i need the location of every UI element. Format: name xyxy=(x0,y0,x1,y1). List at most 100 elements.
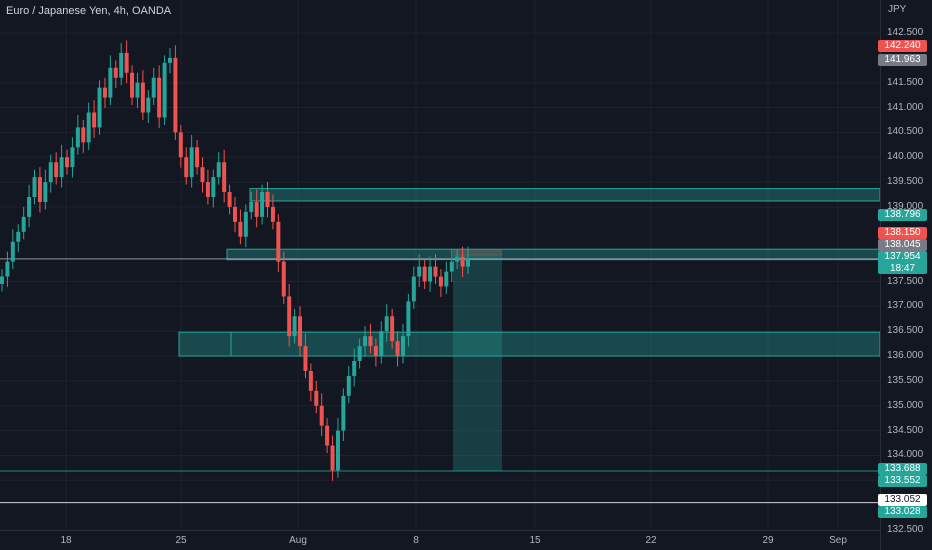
candle-body xyxy=(119,52,124,78)
candle-body xyxy=(97,87,102,128)
candle-body xyxy=(200,167,205,183)
candle-body xyxy=(135,82,140,98)
price-tag-value: 138.796 xyxy=(884,209,921,220)
price-tick-label: 132.500 xyxy=(887,524,924,535)
candle-body xyxy=(357,346,362,362)
candle-body xyxy=(184,157,189,178)
price-tag[interactable]: 141.963 xyxy=(878,54,927,66)
price-tag-value: 133.052 xyxy=(884,494,921,505)
price-axis-unit: JPY xyxy=(888,4,907,15)
price-tag[interactable]: 137.954 18:47 xyxy=(878,251,927,274)
candle-body xyxy=(195,147,200,168)
price-tag[interactable]: 142.240 xyxy=(878,40,927,52)
candle-body xyxy=(243,211,248,237)
price-chart[interactable] xyxy=(0,0,880,530)
candle-body xyxy=(270,206,275,222)
candle-body xyxy=(281,261,286,297)
supply-zone-upper xyxy=(249,188,880,202)
candle-body xyxy=(298,316,303,347)
candle-body xyxy=(249,201,254,212)
demand-zone xyxy=(178,331,880,357)
price-tag-value: 138.150 xyxy=(884,227,921,238)
candle-body xyxy=(108,67,113,98)
candle-body xyxy=(227,192,232,207)
price-tag[interactable]: 133.688 xyxy=(878,463,927,475)
candle-body xyxy=(368,336,373,347)
candle-body xyxy=(222,162,227,193)
price-axis[interactable]: JPY 142.500 141.500 141.000 140.500 140.000 1… xyxy=(878,0,932,550)
price-tag-value: 138.045 xyxy=(884,239,921,250)
candle-body xyxy=(5,261,10,277)
price-tick-label: 141.500 xyxy=(887,76,924,88)
candle-body xyxy=(233,206,237,222)
time-tick-label: 25 xyxy=(175,535,187,546)
price-tag[interactable]: 133.028 xyxy=(878,506,927,518)
candle-body xyxy=(384,316,389,332)
price-tag-value: 133.552 xyxy=(884,475,921,486)
candle-body xyxy=(130,72,135,98)
candle-body xyxy=(43,182,48,202)
candle-body xyxy=(27,197,32,217)
price-tick-label: 137.500 xyxy=(887,275,924,287)
candle-body xyxy=(352,361,357,376)
candle-body xyxy=(124,52,129,73)
price-tag-value: 133.028 xyxy=(884,506,921,517)
price-tag-value: 141.963 xyxy=(884,54,921,65)
candle-body xyxy=(59,157,64,178)
candle-body xyxy=(319,405,324,426)
price-tick-label: 140.000 xyxy=(887,151,924,163)
time-tick-label: 18 xyxy=(60,535,72,546)
candle-body xyxy=(157,77,162,118)
time-axis[interactable]: 18 25 Aug 8 15 22 29 Sep xyxy=(0,530,880,550)
price-tag[interactable]: 138.796 xyxy=(878,209,927,221)
price-tick-label: 139.500 xyxy=(887,176,924,188)
symbol-title[interactable]: Euro / Japanese Yen, 4h, OANDA xyxy=(6,5,172,17)
candle-body xyxy=(151,77,156,98)
candle-body xyxy=(167,57,172,63)
candle-body xyxy=(433,266,438,277)
candle-body xyxy=(37,177,42,202)
plot-area[interactable]: Euro / Japanese Yen, 4h, OANDA xyxy=(0,0,880,530)
price-tick-label: 140.500 xyxy=(887,126,924,138)
candle-body xyxy=(341,395,346,431)
candle-body xyxy=(75,127,80,148)
candle-body xyxy=(438,276,443,287)
price-tag-value: 142.240 xyxy=(884,40,921,51)
candle-body xyxy=(32,177,37,198)
candle-body xyxy=(162,62,167,118)
candle-body xyxy=(86,112,91,143)
candle-body xyxy=(466,259,470,267)
candle-body xyxy=(325,425,330,446)
time-tick-label: 15 xyxy=(529,535,541,546)
candle-body xyxy=(422,266,427,282)
candle-body xyxy=(363,336,368,347)
candle-body xyxy=(54,162,59,178)
candle-body xyxy=(335,430,340,471)
candle-body xyxy=(0,276,4,284)
time-tick-label: 8 xyxy=(413,535,419,546)
price-tag[interactable]: 138.150 xyxy=(878,227,927,239)
candle-body xyxy=(70,147,75,168)
price-tick-label: 137.000 xyxy=(887,300,924,312)
position-stop-box xyxy=(453,249,502,256)
time-tick-label: 22 xyxy=(645,535,657,546)
candle-body xyxy=(189,147,194,178)
price-tag[interactable]: 138.045 xyxy=(878,239,927,251)
candle-body xyxy=(205,182,210,198)
price-tick-label: 134.500 xyxy=(887,424,924,436)
price-tick-label: 136.500 xyxy=(887,325,924,337)
candle-body xyxy=(92,112,97,128)
price-tick-label: 142.500 xyxy=(887,27,924,38)
time-tick-label: Aug xyxy=(289,535,307,546)
price-tag[interactable]: 133.052 xyxy=(878,494,927,506)
candle-body xyxy=(330,445,335,471)
candle-body xyxy=(460,256,465,267)
candle-body xyxy=(146,97,151,113)
candle-body xyxy=(254,201,259,217)
price-tag[interactable]: 133.552 xyxy=(878,475,927,487)
price-tag-value: 133.688 xyxy=(884,463,921,474)
candle-body xyxy=(308,370,313,391)
candle-body xyxy=(260,192,265,217)
candle-body xyxy=(10,241,15,262)
